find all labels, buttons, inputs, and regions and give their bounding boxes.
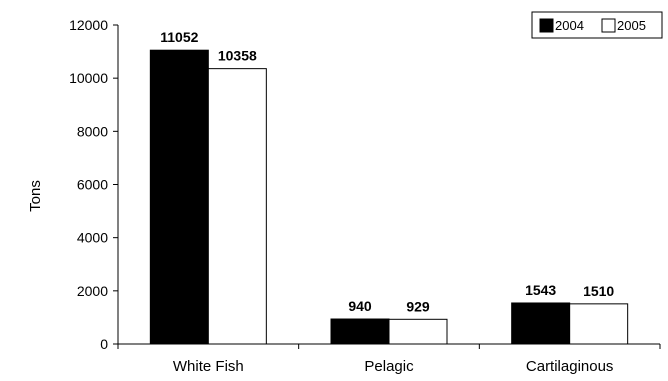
- x-tick-label: Cartilaginous: [526, 358, 614, 375]
- value-labels: 11052 10358 940 929 1543 1510: [160, 29, 614, 314]
- data-label: 929: [406, 298, 430, 314]
- legend-box: [531, 11, 663, 39]
- y-tick-label: 2000: [77, 283, 108, 299]
- y-tick-label: 8000: [77, 123, 108, 139]
- legend-swatch-2005: [601, 18, 616, 33]
- legend-swatch-2004: [539, 18, 554, 33]
- data-label: 11052: [160, 29, 198, 45]
- bar-2005: [569, 303, 629, 345]
- y-tick-label: 6000: [77, 177, 108, 193]
- bar-2005: [207, 68, 267, 345]
- data-label: 940: [348, 298, 372, 314]
- data-label: 1543: [525, 282, 556, 298]
- y-tick-label: 10000: [69, 70, 108, 86]
- y-tick-label: 0: [100, 336, 108, 352]
- x-tick-label: White Fish: [173, 358, 244, 375]
- y-tick-label: 4000: [77, 230, 108, 246]
- axes: 0 2000 4000 6000 8000 10000 12000 White Fish Pel…: [69, 17, 661, 375]
- y-tick-label: 12000: [69, 17, 108, 33]
- data-label: 1510: [583, 283, 614, 299]
- legend-label-2004: 2004: [555, 18, 584, 33]
- y-axis-label: Tons: [27, 180, 44, 212]
- bar-2005: [388, 318, 448, 345]
- bar-2004: [330, 318, 390, 345]
- data-label: 10358: [218, 48, 257, 64]
- bar-2004: [149, 49, 209, 345]
- legend: 2004 2005: [531, 11, 663, 39]
- legend-label-2005: 2005: [617, 18, 646, 33]
- bar-2004: [511, 302, 571, 345]
- bars: [149, 49, 629, 345]
- x-tick-label: Pelagic: [364, 358, 414, 375]
